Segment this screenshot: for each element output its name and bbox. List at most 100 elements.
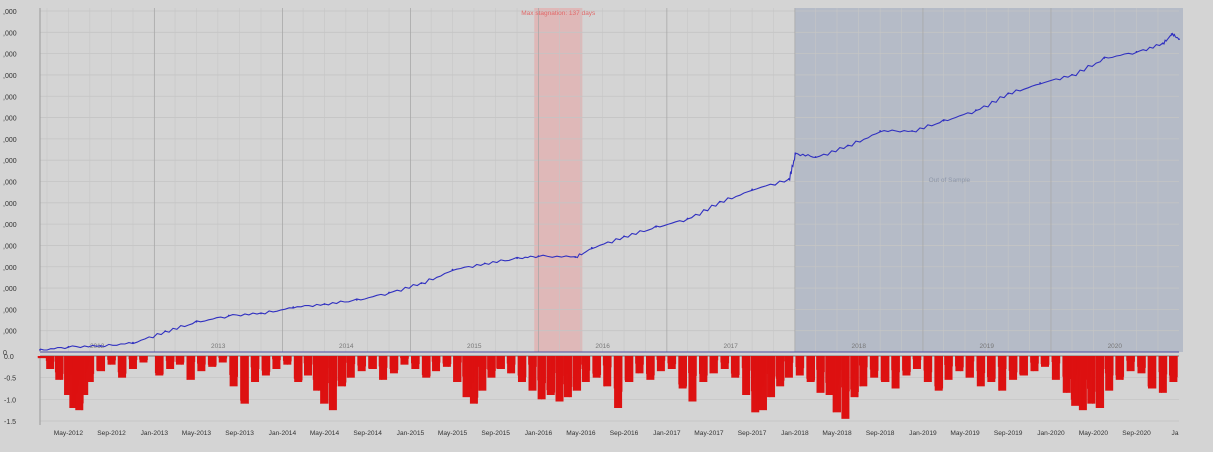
drawdown-x-tick-label: Sep-2013 — [225, 430, 254, 437]
drawdown-bar — [614, 356, 623, 408]
drawdown-bar — [850, 356, 859, 398]
drawdown-bar — [563, 356, 572, 398]
equity-point — [794, 153, 797, 155]
equity-point — [537, 255, 540, 257]
drawdown-x-tick-label: Sep-2020 — [1122, 430, 1151, 437]
equity-point — [164, 330, 167, 333]
highlight-regions — [534, 8, 1183, 352]
drawdown-x-tick-label: Jan-2015 — [397, 430, 425, 437]
equity-point — [1039, 82, 1041, 84]
equity-series-points — [39, 33, 1180, 351]
equity-y-tick-label: 0 — [3, 350, 7, 357]
drawdown-y-tick-label: -1.5 — [4, 419, 16, 426]
equity-y-tick-label: ,000 — [3, 201, 17, 208]
equity-point — [516, 257, 518, 260]
equity-point — [1170, 33, 1173, 35]
drawdown-bar — [592, 356, 601, 378]
drawdown-bar — [902, 356, 911, 376]
equity-point — [323, 303, 326, 305]
equity-y-tick-label: ,000 — [3, 30, 17, 37]
equity-point — [623, 235, 625, 238]
drawdown-x-tick-label: Jan-2013 — [141, 430, 169, 437]
equity-point — [420, 282, 423, 285]
drawdown-x-tick-label: May-2015 — [438, 430, 468, 437]
year-label: 2015 — [467, 343, 482, 350]
drawdown-bar — [731, 356, 740, 378]
equity-y-tick-label: ,000 — [3, 265, 17, 272]
drawdown-y-tick-label: -0.5 — [4, 376, 16, 383]
equity-point — [879, 130, 882, 132]
equity-y-tick-label: ,000 — [3, 307, 17, 314]
equity-point — [1178, 38, 1180, 41]
equity-point — [1103, 57, 1106, 59]
equity-point — [388, 291, 390, 294]
equity-point — [751, 188, 753, 191]
stagnation-label: Max stagnation: 137 days — [521, 10, 596, 17]
equity-point — [942, 119, 945, 122]
equity-point — [195, 320, 198, 323]
equity-point — [292, 306, 295, 309]
out-of-sample-region — [794, 8, 1183, 352]
drawdown-bar — [1087, 356, 1096, 404]
drawdown-x-tick-label: Sep-2014 — [353, 430, 382, 437]
year-label: 2016 — [595, 343, 610, 350]
equity-point — [788, 178, 790, 180]
equity-y-tick-label: ,000 — [3, 286, 17, 293]
year-label: 2013 — [211, 343, 226, 350]
drawdown-bar — [517, 356, 526, 382]
equity-y-tick-label: ,000 — [3, 158, 17, 165]
drawdown-x-tick-label: Jan-2014 — [269, 430, 297, 437]
equity-y-tick-label: ,000 — [3, 73, 17, 80]
equity-y-tick-label: ,000 — [3, 137, 17, 144]
year-label: 2018 — [851, 343, 866, 350]
equity-y-tick-label: ,000 — [3, 94, 17, 101]
drawdown-x-tick-label: Sep-2015 — [481, 430, 510, 437]
drawdown-bar — [313, 356, 322, 391]
year-label: 2017 — [723, 343, 738, 350]
drawdown-bar — [751, 356, 760, 413]
equity-y-tick-label: ,000 — [3, 222, 17, 229]
drawdown-x-tick-label: Jan-2020 — [1037, 430, 1065, 437]
equity-point — [355, 298, 358, 301]
equity-point — [132, 341, 134, 344]
drawdown-bar — [1169, 356, 1178, 382]
drawdown-bar — [1041, 356, 1049, 367]
drawdown-bar — [1009, 356, 1018, 380]
drawdown-bars — [37, 356, 1178, 419]
drawdown-x-tick-label: May-2013 — [182, 430, 212, 437]
equity-y-tick-labels: ,000 ,000 ,000 ,000 ,000 ,000 ,000 ,000 ,000 ,000… — [3, 9, 17, 357]
equity-point — [451, 268, 454, 271]
drawdown-x-tick-label: Jan-2019 — [909, 430, 937, 437]
drawdown-bar — [1115, 356, 1124, 380]
equity-point — [846, 144, 849, 147]
drawdown-bar — [825, 356, 834, 395]
drawdown-plot-area: 0.0 -0.5 -1.0 -1.5 May-2012 Sep-2012 Jan-2013… — [4, 354, 1179, 437]
drawdown-bar — [1071, 356, 1080, 406]
drawdown-x-tick-label: Sep-2018 — [866, 430, 895, 437]
year-label: 2014 — [339, 343, 354, 350]
drawdown-bar — [955, 356, 964, 372]
drawdown-bar — [75, 356, 84, 411]
year-label: 2019 — [980, 343, 995, 350]
equity-point — [483, 262, 486, 265]
drawdown-bar — [338, 356, 347, 387]
drawdown-x-tick-label: May-2018 — [822, 430, 852, 437]
drawdown-x-tick-label: Jan-2017 — [653, 430, 681, 437]
drawdown-bar — [208, 356, 217, 367]
equity-y-tick-label: ,000 — [3, 243, 17, 250]
drawdown-bar — [442, 356, 451, 367]
drawdown-y-tick-labels: 0.0 -0.5 -1.0 -1.5 — [4, 354, 16, 426]
equity-y-tick-label: ,000 — [3, 180, 17, 187]
equity-plot-area: ,000 ,000 ,000 ,000 ,000 ,000 ,000 ,000 ,000 ,000… — [3, 8, 1183, 357]
drawdown-bar — [870, 356, 879, 378]
equity-point — [1135, 50, 1138, 53]
equity-point — [718, 200, 721, 203]
stagnation-region — [534, 8, 583, 352]
equity-series-line — [39, 32, 1180, 351]
drawdown-bar — [55, 356, 64, 380]
out-of-sample-label: Out of Sample — [929, 177, 971, 184]
equity-point — [1161, 42, 1164, 45]
drawdown-x-tick-label: May-2017 — [694, 430, 724, 437]
equity-y-tick-label: ,000 — [3, 9, 17, 16]
